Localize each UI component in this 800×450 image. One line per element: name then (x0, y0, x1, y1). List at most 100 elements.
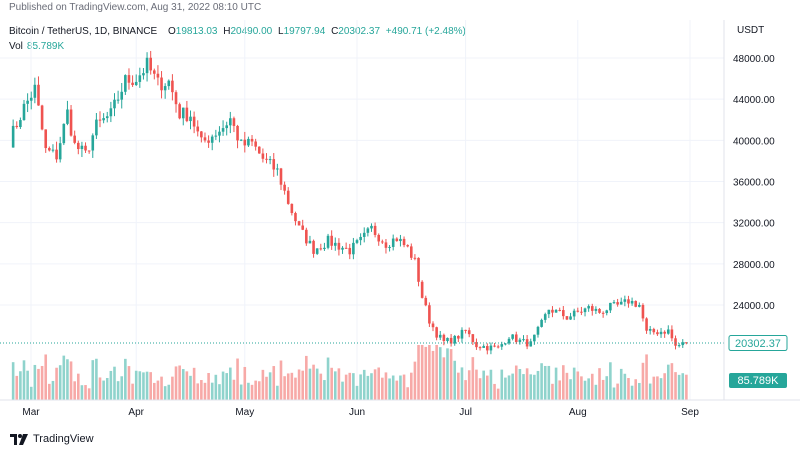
candle-body (540, 319, 543, 327)
candle-body (355, 240, 359, 243)
candle-down (55, 141, 58, 163)
candle-down (417, 257, 420, 287)
candle-up (536, 325, 540, 338)
candle-up (276, 163, 279, 176)
volume-bar (507, 375, 511, 400)
candle-body (583, 308, 587, 313)
volume-bar (265, 376, 268, 400)
low-value: 19797.94 (283, 26, 326, 37)
candle-body (272, 159, 276, 170)
candle-body (518, 339, 522, 343)
candle-body (605, 310, 609, 314)
volume-bar (677, 374, 681, 400)
candle-up (587, 304, 590, 312)
candle-down (286, 187, 290, 205)
price-tick-label: 48000.00 (733, 54, 775, 65)
candle-down (442, 333, 446, 346)
current-price-label: 20302.37 (735, 338, 781, 350)
candle-body (236, 125, 239, 141)
candle-down (337, 238, 341, 256)
high-value: 20490.00 (230, 26, 273, 37)
candle-body (529, 341, 533, 347)
volume-bar (315, 368, 319, 400)
candle-down (590, 303, 594, 316)
candle-down (283, 181, 286, 195)
candle-up (666, 325, 670, 335)
candle-body (145, 57, 149, 74)
candle-up (489, 342, 493, 355)
candle-down (424, 295, 428, 307)
candle-body (377, 234, 381, 242)
candle-body (609, 302, 612, 311)
volume-bar (558, 380, 561, 400)
candle-body (189, 116, 192, 122)
candle-body (496, 346, 500, 348)
candle-body (475, 342, 478, 348)
volume-bar (638, 382, 641, 400)
candle-body (171, 80, 174, 93)
volume-bar (290, 372, 294, 400)
candle-down (344, 242, 348, 249)
volume-bar (478, 378, 482, 400)
candle-body (105, 116, 109, 119)
candle-down (207, 135, 210, 148)
candle-down (254, 138, 257, 151)
candle-body (638, 305, 641, 307)
volume-bar (276, 385, 279, 400)
candle-body (547, 309, 551, 315)
volume-bar (185, 371, 189, 400)
candle-body (478, 347, 482, 349)
candle-body (453, 335, 457, 344)
volume-bar (648, 383, 652, 400)
volume-bar (612, 387, 616, 400)
volume-bar (174, 366, 178, 400)
candle-body (464, 329, 467, 331)
volume-bar (127, 366, 131, 400)
symbol-title: Bitcoin / TetherUS, 1D, BINANCE (9, 26, 158, 37)
volume-bar (496, 388, 500, 400)
candle-down (428, 302, 431, 327)
candle-body (493, 345, 496, 347)
footer-brand[interactable]: TradingView (10, 433, 94, 445)
candle-body (11, 125, 15, 148)
candle-up (229, 111, 232, 134)
volume-bar (48, 383, 51, 400)
time-tick-label: Jul (459, 407, 472, 418)
volume-bar (124, 358, 127, 400)
candle-body (362, 232, 366, 237)
candle-body (500, 344, 504, 347)
candle-body (391, 238, 395, 247)
candle-body (33, 84, 37, 98)
candle-down (381, 239, 384, 244)
candle-up (388, 245, 391, 252)
candle-up (58, 136, 62, 163)
volume-label: Vol (9, 41, 23, 52)
candle-down (196, 120, 200, 137)
candle-body (482, 346, 485, 348)
volume-bar (261, 369, 265, 400)
candle-up (504, 343, 507, 346)
candle-up (446, 337, 449, 343)
time-tick-label: May (235, 407, 254, 418)
candle-body (19, 120, 22, 128)
candle-body (569, 316, 572, 320)
candle-down (525, 334, 529, 350)
candle-up (33, 77, 37, 104)
volume-bar (163, 386, 167, 400)
volume-bar (257, 381, 261, 400)
close-label: C (331, 26, 339, 37)
candle-down (402, 236, 406, 248)
candle-body (98, 119, 102, 121)
candle-body (66, 109, 69, 124)
candle-up (518, 337, 522, 345)
candle-body (127, 75, 131, 83)
candle-body (399, 238, 402, 242)
published-note: Published on TradingView.com, Aug 31, 20… (9, 2, 262, 13)
volume-bar (26, 370, 29, 400)
volume-bar (210, 382, 214, 400)
candle-body (163, 86, 167, 91)
volume-bar (525, 368, 529, 400)
candle-up (572, 308, 576, 321)
candle-body (504, 343, 507, 345)
